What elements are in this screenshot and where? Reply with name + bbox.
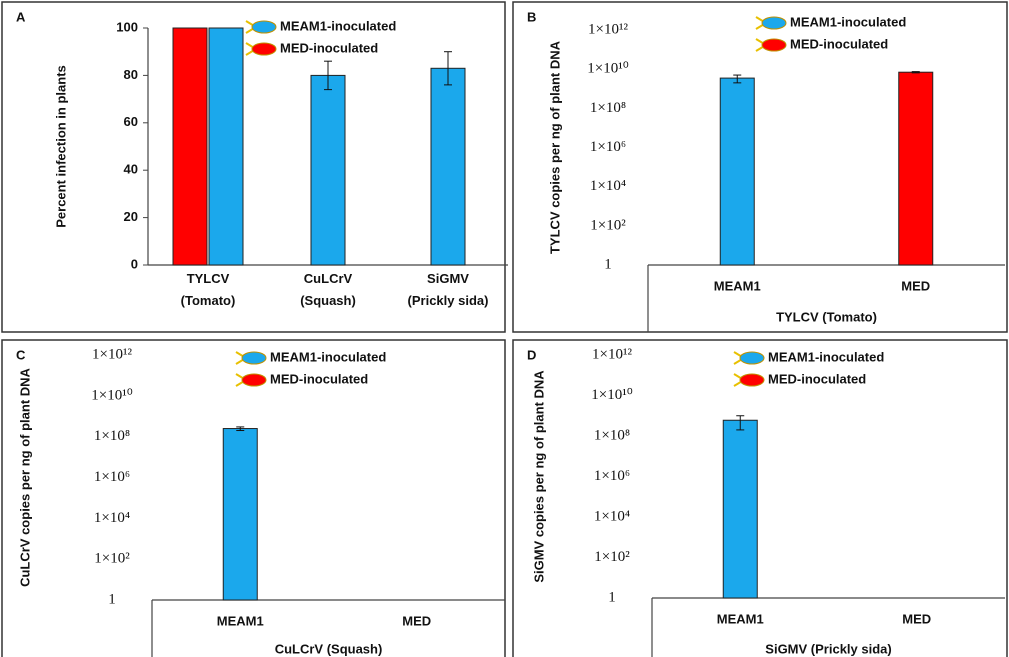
legend-label: MEAM1-inoculated xyxy=(270,349,386,364)
y-axis-label: TYLCV copies per ng of plant DNA xyxy=(547,40,562,254)
legend-label: MED-inoculated xyxy=(790,36,888,51)
y-tick-label: 1×10¹² xyxy=(92,346,132,362)
x-axis-label: SiGMV (Prickly sida) xyxy=(765,641,891,656)
y-tick-label: 100 xyxy=(116,19,138,34)
legend-label: MEAM1-inoculated xyxy=(768,349,884,364)
y-tick-label: 1×10⁴ xyxy=(94,510,130,526)
y-tick-label: 1×10¹² xyxy=(588,21,628,37)
y-tick-label: 1×10¹⁰ xyxy=(91,387,132,403)
y-tick-label: 1×10⁸ xyxy=(94,428,130,444)
y-tick-label: 20 xyxy=(124,209,138,224)
y-tick-label: 1×10² xyxy=(594,549,630,565)
bar xyxy=(311,75,345,265)
legend-icon xyxy=(242,374,266,386)
legend-label: MEAM1-inoculated xyxy=(280,18,396,33)
x-tick-label: MED xyxy=(402,613,431,628)
x-tick-label: SiGMV(Prickly sida) xyxy=(408,271,489,308)
y-tick-label: 1×10⁸ xyxy=(594,427,630,443)
panel-label: B xyxy=(527,9,536,24)
x-tick-label: MEAM1 xyxy=(717,611,764,626)
x-tick-label: MED xyxy=(901,278,930,293)
y-tick-label: 1×10⁸ xyxy=(590,100,626,116)
legend-label: MED-inoculated xyxy=(280,40,378,55)
bar xyxy=(720,78,754,265)
legend-label: MEAM1-inoculated xyxy=(790,14,906,29)
legend-icon xyxy=(740,374,764,386)
x-axis-label: TYLCV (Tomato) xyxy=(776,309,877,324)
panel-label: D xyxy=(527,347,536,362)
y-axis-label: Percent infection in plants xyxy=(53,65,68,228)
legend-label: MED-inoculated xyxy=(270,371,368,386)
panel-label: A xyxy=(16,9,26,24)
y-tick-label: 1×10⁶ xyxy=(590,139,626,155)
legend-icon xyxy=(252,43,276,55)
y-tick-label: 1 xyxy=(608,589,616,605)
y-tick-label: 1×10⁴ xyxy=(594,508,630,524)
y-tick-label: 60 xyxy=(124,114,138,129)
x-tick-label: MEAM1 xyxy=(217,613,264,628)
y-tick-label: 1×10² xyxy=(590,217,626,233)
y-tick-label: 1×10¹⁰ xyxy=(591,387,632,403)
y-tick-label: 1×10⁶ xyxy=(94,469,130,485)
panel-frame xyxy=(513,340,1007,657)
y-tick-label: 1×10⁴ xyxy=(590,178,626,194)
legend-icon xyxy=(252,21,276,33)
legend-icon xyxy=(762,17,786,29)
bar xyxy=(209,28,243,265)
y-tick-label: 80 xyxy=(124,67,138,82)
legend-icon xyxy=(740,352,764,364)
legend-label: MED-inoculated xyxy=(768,371,866,386)
y-tick-label: 1×10¹² xyxy=(592,346,632,362)
x-tick-label: MEAM1 xyxy=(714,278,761,293)
bar xyxy=(431,68,465,265)
bar xyxy=(173,28,207,265)
x-tick-label: TYLCV(Tomato) xyxy=(181,271,236,308)
bar xyxy=(223,429,257,600)
y-tick-label: 1×10⁶ xyxy=(594,468,630,484)
legend-icon xyxy=(762,39,786,51)
panel-label: C xyxy=(16,347,26,362)
legend-icon xyxy=(242,352,266,364)
y-axis-label: CuLCrV copies per ng of plant DNA xyxy=(17,367,32,586)
x-tick-label: MED xyxy=(902,611,931,626)
bar xyxy=(723,420,757,598)
y-tick-label: 40 xyxy=(124,162,138,177)
x-tick-label: CuLCrV(Squash) xyxy=(300,271,356,308)
y-tick-label: 0 xyxy=(131,256,138,271)
y-axis-label: SiGMV copies per ng of plant DNA xyxy=(531,370,546,583)
bar xyxy=(899,72,933,265)
figure: A 0 20 40 60 80 100 Percent infection in plants… xyxy=(0,0,1009,657)
y-tick-label: 1 xyxy=(604,256,612,272)
y-tick-label: 1×10² xyxy=(94,551,130,567)
y-tick-label: 1×10¹⁰ xyxy=(587,61,628,77)
y-tick-label: 1 xyxy=(108,591,116,607)
x-axis-label: CuLCrV (Squash) xyxy=(275,641,383,656)
